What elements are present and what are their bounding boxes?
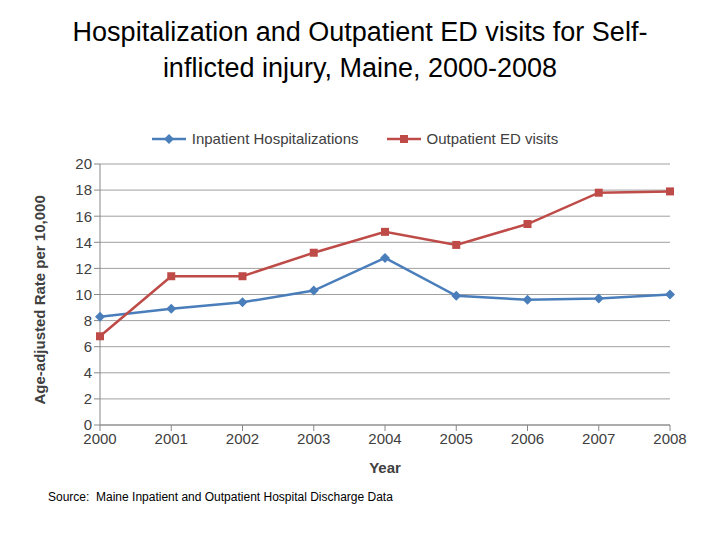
html-text:Inpatient Hospitalizations: Inpatient Hospitalizations [191,130,359,147]
svg-text:2004: 2004 [368,430,401,447]
svg-text:2002: 2002 [226,430,259,447]
svg-text:14: 14 [75,234,92,251]
svg-text:20: 20 [75,155,92,172]
svg-text:2: 2 [84,390,92,407]
svg-text:Age-adjusted Rate per 10,000: Age-adjusted Rate per 10,000 [31,195,48,404]
svg-text:2003: 2003 [297,430,330,447]
svg-text:Year: Year [369,459,401,476]
svg-text:10: 10 [75,286,92,303]
svg-text:2008: 2008 [653,430,686,447]
svg-text:12: 12 [75,260,92,277]
svg-text:2000: 2000 [83,429,117,447]
svg-text:2007: 2007 [582,430,615,447]
svg-text:2001: 2001 [155,430,188,447]
svg-text:0: 0 [84,416,92,433]
svg-text:18: 18 [75,181,92,198]
svg-text:6: 6 [84,338,92,355]
svg-text:8: 8 [84,312,92,329]
html-text:Hospitalization and Outpatient: Hospitalization and Outpatient ED visits… [72,17,648,83]
svg-text:16: 16 [75,208,92,225]
svg-text:2006: 2006 [511,430,544,447]
svg-text:4: 4 [84,364,92,381]
svg-text:2005: 2005 [440,430,473,447]
html-text:Outpatient ED visits: Outpatient ED visits [426,130,559,147]
html-text:Source: Maine Inpatient and Ou: Source: Maine Inpatient and Outpatient H… [48,490,393,504]
